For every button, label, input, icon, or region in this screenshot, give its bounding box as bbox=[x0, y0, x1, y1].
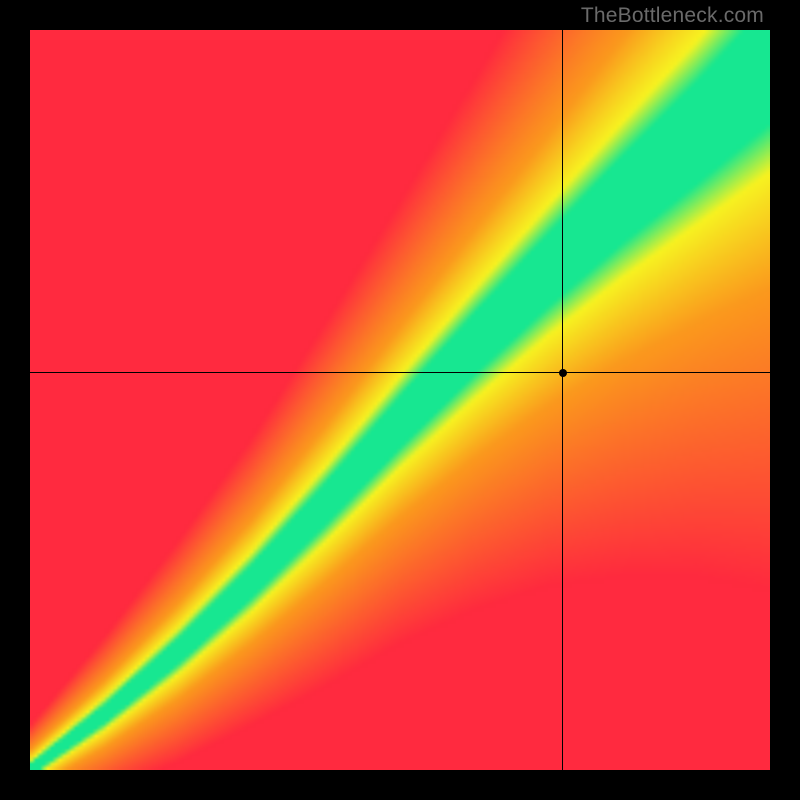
watermark-text: TheBottleneck.com bbox=[581, 4, 764, 28]
bottleneck-heatmap-plot bbox=[30, 30, 770, 770]
heatmap-canvas bbox=[30, 30, 770, 770]
